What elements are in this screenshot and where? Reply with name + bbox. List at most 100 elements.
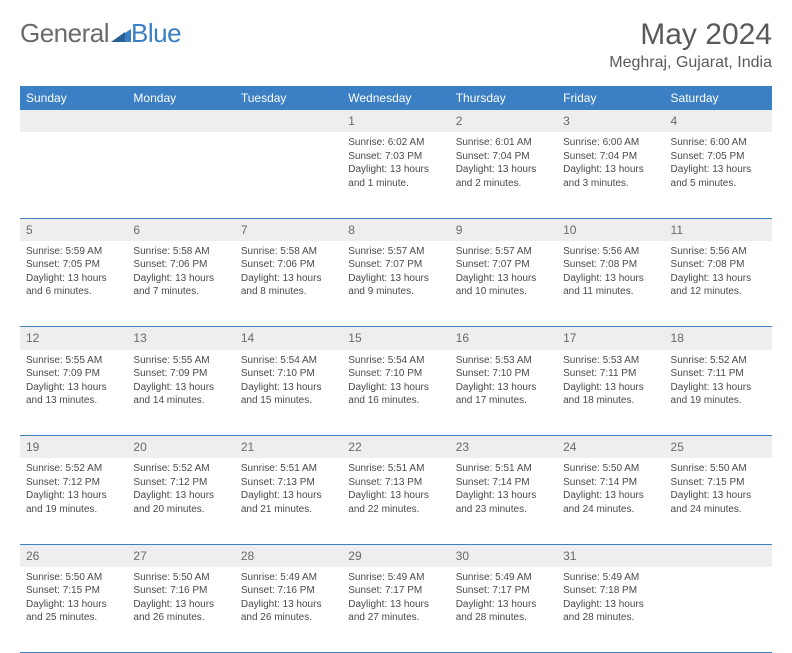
day-info-line: Sunset: 7:17 PM [456, 584, 551, 598]
day-info-line: Sunrise: 5:55 AM [133, 354, 228, 368]
day-data-cell: Sunrise: 5:51 AMSunset: 7:13 PMDaylight:… [235, 458, 342, 544]
day-info-line: Sunset: 7:10 PM [456, 367, 551, 381]
day-info-line: Sunset: 7:16 PM [241, 584, 336, 598]
day-data-row: Sunrise: 5:52 AM Sunset: 7:12 PM Daylight:… [20, 458, 772, 544]
day-info-line: Sunset: 7:17 PM [348, 584, 443, 598]
day-info-line: Daylight: 13 hours [456, 598, 551, 612]
day-info-line: Daylight: 13 hours [456, 489, 551, 503]
day-info-line: and 3 minutes. [563, 177, 658, 191]
day-data-cell: Sunrise: 5:53 AMSunset: 7:11 PMDaylight:… [557, 350, 664, 436]
day-info-line: Daylight: 13 hours [133, 272, 228, 286]
day-data-cell: Sunrise: 5:52 AMSunset: 7:11 PMDaylight:… [665, 350, 772, 436]
day-info-line: Sunrise: 5:54 AM [348, 354, 443, 368]
day-number-row: 1234 [20, 110, 772, 132]
day-data-cell: Sunrise: 5:56 AMSunset: 7:08 PMDaylight:… [665, 241, 772, 327]
day-number-cell: 4 [665, 110, 772, 132]
day-number-cell: 11 [665, 218, 772, 241]
day-info-line: Sunrise: 6:01 AM [456, 136, 551, 150]
day-info-line: and 22 minutes. [348, 503, 443, 517]
day-info-line: and 12 minutes. [671, 285, 766, 299]
day-data-cell: Sunrise: 5:52 AMSunset: 7:12 PMDaylight:… [20, 458, 127, 544]
day-info-line: Daylight: 13 hours [563, 598, 658, 612]
day-number-cell: 3 [557, 110, 664, 132]
month-title: May 2024 [609, 18, 772, 52]
logo-triangle-icon [111, 26, 131, 47]
day-info-line: Sunrise: 5:50 AM [133, 571, 228, 585]
day-info-line: Sunset: 7:08 PM [671, 258, 766, 272]
day-info-line: and 27 minutes. [348, 611, 443, 625]
day-data-cell: Sunrise: 5:59 AMSunset: 7:05 PMDaylight:… [20, 241, 127, 327]
day-number-cell: 26 [20, 544, 127, 567]
day-info-line: Sunrise: 5:52 AM [26, 462, 121, 476]
day-info-line: Sunrise: 5:59 AM [26, 245, 121, 259]
day-number-cell [235, 110, 342, 132]
day-number-cell: 1 [342, 110, 449, 132]
day-data-cell: Sunrise: 5:49 AMSunset: 7:16 PMDaylight:… [235, 567, 342, 653]
day-data-cell: Sunrise: 5:54 AMSunset: 7:10 PMDaylight:… [342, 350, 449, 436]
day-info-line: Daylight: 13 hours [26, 598, 121, 612]
day-data-cell: Sunrise: 5:53 AMSunset: 7:10 PMDaylight:… [450, 350, 557, 436]
day-info-line: and 7 minutes. [133, 285, 228, 299]
day-data-cell: Sunrise: 5:54 AMSunset: 7:10 PMDaylight:… [235, 350, 342, 436]
day-data-cell: Sunrise: 5:57 AMSunset: 7:07 PMDaylight:… [450, 241, 557, 327]
day-number-cell: 18 [665, 327, 772, 350]
day-data-cell: Sunrise: 5:50 AMSunset: 7:15 PMDaylight:… [20, 567, 127, 653]
day-info-line: and 14 minutes. [133, 394, 228, 408]
day-info-line: Sunset: 7:16 PM [133, 584, 228, 598]
day-number-cell: 30 [450, 544, 557, 567]
day-info-line: Sunset: 7:09 PM [26, 367, 121, 381]
day-data-cell: Sunrise: 5:49 AMSunset: 7:17 PMDaylight:… [342, 567, 449, 653]
day-info-line: Sunset: 7:04 PM [563, 150, 658, 164]
day-info-line: Sunrise: 5:51 AM [348, 462, 443, 476]
day-info-line: Daylight: 13 hours [563, 163, 658, 177]
day-info-line: Sunset: 7:11 PM [563, 367, 658, 381]
day-data-cell: Sunrise: 5:49 AMSunset: 7:18 PMDaylight:… [557, 567, 664, 653]
day-number-cell: 6 [127, 218, 234, 241]
day-info-line: Sunset: 7:04 PM [456, 150, 551, 164]
day-data-cell: Sunrise: 5:51 AMSunset: 7:13 PMDaylight:… [342, 458, 449, 544]
day-number-cell: 12 [20, 327, 127, 350]
day-number-cell: 2 [450, 110, 557, 132]
day-info-line: Daylight: 13 hours [456, 381, 551, 395]
day-number-cell [20, 110, 127, 132]
day-data-cell [235, 132, 342, 218]
day-info-line: Sunset: 7:09 PM [133, 367, 228, 381]
day-info-line: Sunrise: 5:50 AM [563, 462, 658, 476]
day-info-line: Sunset: 7:06 PM [241, 258, 336, 272]
day-info-line: and 18 minutes. [563, 394, 658, 408]
day-info-line: Sunset: 7:07 PM [348, 258, 443, 272]
day-info-line: Sunrise: 5:57 AM [456, 245, 551, 259]
day-info-line: Sunset: 7:05 PM [671, 150, 766, 164]
day-number-cell: 21 [235, 436, 342, 459]
day-info-line: Sunrise: 5:57 AM [348, 245, 443, 259]
logo: General Blue [20, 18, 181, 49]
location: Meghraj, Gujarat, India [609, 54, 772, 72]
title-block: May 2024 Meghraj, Gujarat, India [609, 18, 772, 72]
day-info-line: Daylight: 13 hours [133, 381, 228, 395]
day-info-line: and 23 minutes. [456, 503, 551, 517]
day-number-row: 567891011 [20, 218, 772, 241]
day-data-cell: Sunrise: 5:50 AMSunset: 7:16 PMDaylight:… [127, 567, 234, 653]
day-info-line: and 17 minutes. [456, 394, 551, 408]
day-info-line: Sunset: 7:10 PM [241, 367, 336, 381]
weekday-header: Monday [127, 86, 234, 110]
day-number-cell: 7 [235, 218, 342, 241]
day-data-cell: Sunrise: 6:01 AMSunset: 7:04 PMDaylight:… [450, 132, 557, 218]
day-info-line: Sunset: 7:05 PM [26, 258, 121, 272]
day-info-line: Sunset: 7:07 PM [456, 258, 551, 272]
day-info-line: Sunset: 7:12 PM [133, 476, 228, 490]
day-info-line: and 28 minutes. [563, 611, 658, 625]
day-info-line: Daylight: 13 hours [241, 381, 336, 395]
day-number-cell: 22 [342, 436, 449, 459]
day-info-line: Sunrise: 5:56 AM [671, 245, 766, 259]
day-info-line: Daylight: 13 hours [133, 598, 228, 612]
day-info-line: Daylight: 13 hours [456, 163, 551, 177]
day-data-cell: Sunrise: 6:00 AMSunset: 7:05 PMDaylight:… [665, 132, 772, 218]
day-info-line: Sunset: 7:15 PM [26, 584, 121, 598]
day-number-cell: 19 [20, 436, 127, 459]
day-number-cell: 25 [665, 436, 772, 459]
day-data-cell [665, 567, 772, 653]
day-info-line: and 16 minutes. [348, 394, 443, 408]
day-data-row: Sunrise: 5:59 AMSunset: 7:05 PM Daylight:… [20, 241, 772, 327]
day-info-line: Sunrise: 5:49 AM [241, 571, 336, 585]
